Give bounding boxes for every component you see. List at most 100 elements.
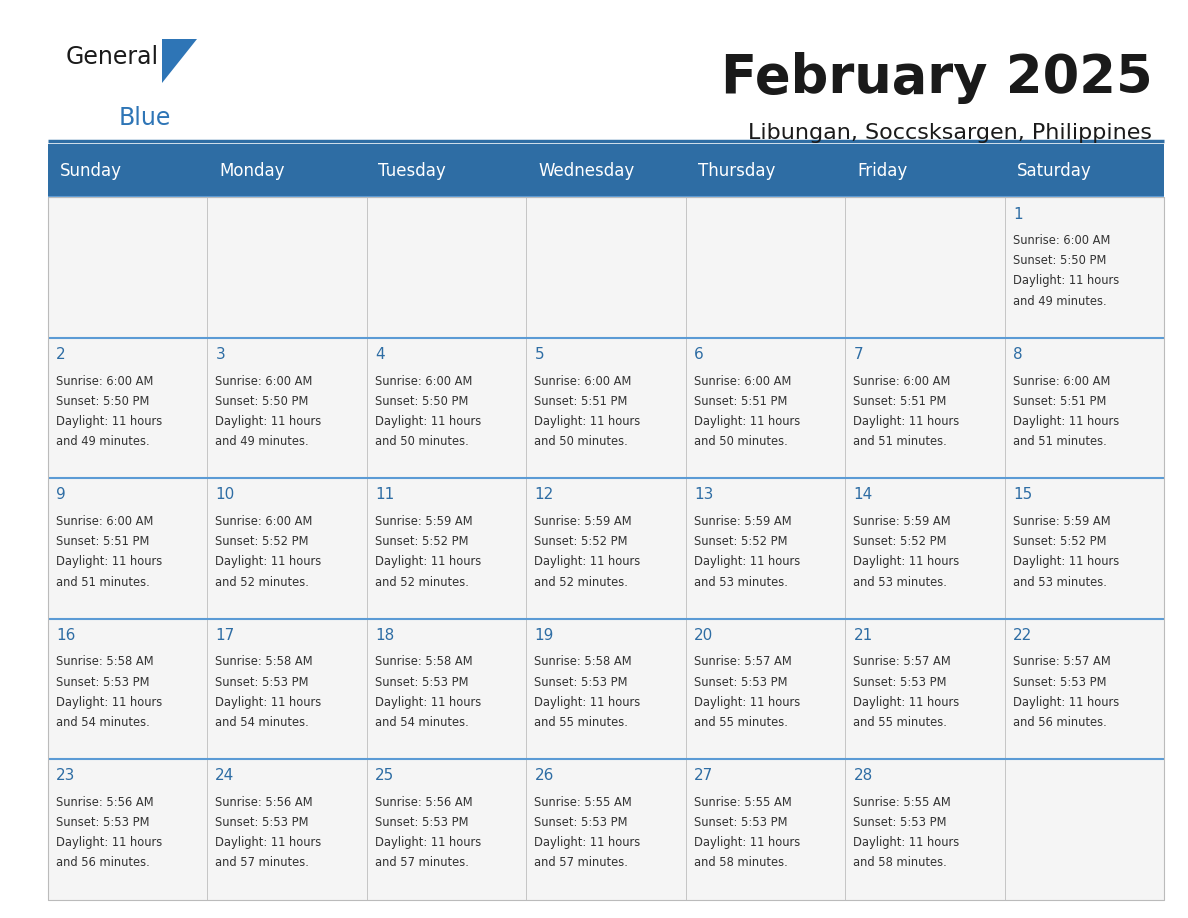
- Text: 16: 16: [56, 628, 75, 643]
- Bar: [367, 338, 526, 478]
- Bar: [207, 338, 367, 478]
- Bar: [1005, 619, 1164, 759]
- Text: Sunrise: 6:00 AM: Sunrise: 6:00 AM: [215, 375, 312, 387]
- Bar: [526, 619, 685, 759]
- Text: Daylight: 11 hours: Daylight: 11 hours: [1013, 555, 1119, 568]
- Text: Sunset: 5:53 PM: Sunset: 5:53 PM: [215, 816, 309, 829]
- Text: and 50 minutes.: and 50 minutes.: [535, 435, 628, 448]
- Text: and 58 minutes.: and 58 minutes.: [694, 856, 788, 869]
- Text: Daylight: 11 hours: Daylight: 11 hours: [1013, 415, 1119, 428]
- Text: Sunrise: 5:55 AM: Sunrise: 5:55 AM: [853, 796, 952, 809]
- Bar: [367, 759, 526, 900]
- Text: Sunset: 5:50 PM: Sunset: 5:50 PM: [375, 395, 468, 408]
- Bar: [48, 478, 207, 619]
- Text: Monday: Monday: [219, 162, 284, 180]
- Text: 12: 12: [535, 487, 554, 502]
- Text: Daylight: 11 hours: Daylight: 11 hours: [56, 696, 162, 709]
- Bar: [48, 338, 207, 478]
- Bar: [48, 197, 207, 338]
- Text: Sunset: 5:53 PM: Sunset: 5:53 PM: [535, 816, 628, 829]
- Text: Sunrise: 5:59 AM: Sunrise: 5:59 AM: [375, 515, 473, 528]
- Text: and 50 minutes.: and 50 minutes.: [694, 435, 788, 448]
- Text: 28: 28: [853, 768, 873, 783]
- Text: Saturday: Saturday: [1017, 162, 1092, 180]
- Bar: [845, 619, 1005, 759]
- Text: Sunrise: 5:59 AM: Sunrise: 5:59 AM: [694, 515, 791, 528]
- Text: Daylight: 11 hours: Daylight: 11 hours: [215, 836, 322, 849]
- Text: Sunrise: 5:56 AM: Sunrise: 5:56 AM: [56, 796, 153, 809]
- Bar: [207, 619, 367, 759]
- Text: Sunrise: 5:59 AM: Sunrise: 5:59 AM: [853, 515, 952, 528]
- Text: and 56 minutes.: and 56 minutes.: [56, 856, 150, 869]
- Bar: [685, 478, 845, 619]
- Bar: [207, 478, 367, 619]
- Text: Wednesday: Wednesday: [538, 162, 634, 180]
- Text: Daylight: 11 hours: Daylight: 11 hours: [375, 836, 481, 849]
- Text: Daylight: 11 hours: Daylight: 11 hours: [215, 415, 322, 428]
- Text: and 58 minutes.: and 58 minutes.: [853, 856, 947, 869]
- Bar: [1005, 338, 1164, 478]
- Text: and 49 minutes.: and 49 minutes.: [1013, 295, 1107, 308]
- Bar: [845, 197, 1005, 338]
- Text: Sunset: 5:53 PM: Sunset: 5:53 PM: [694, 816, 788, 829]
- Text: Sunrise: 6:00 AM: Sunrise: 6:00 AM: [853, 375, 950, 387]
- Text: Sunset: 5:52 PM: Sunset: 5:52 PM: [1013, 535, 1106, 548]
- Text: Sunset: 5:53 PM: Sunset: 5:53 PM: [1013, 676, 1106, 688]
- Bar: [845, 478, 1005, 619]
- Text: and 52 minutes.: and 52 minutes.: [215, 576, 309, 588]
- Bar: [526, 759, 685, 900]
- Text: 24: 24: [215, 768, 234, 783]
- Text: 25: 25: [375, 768, 394, 783]
- Text: and 50 minutes.: and 50 minutes.: [375, 435, 468, 448]
- Text: 14: 14: [853, 487, 873, 502]
- Text: February 2025: February 2025: [721, 52, 1152, 104]
- Text: Sunrise: 5:57 AM: Sunrise: 5:57 AM: [694, 655, 791, 668]
- Text: 4: 4: [375, 347, 385, 362]
- Text: Sunset: 5:53 PM: Sunset: 5:53 PM: [853, 816, 947, 829]
- Text: Sunset: 5:52 PM: Sunset: 5:52 PM: [375, 535, 468, 548]
- Bar: [207, 759, 367, 900]
- Text: Daylight: 11 hours: Daylight: 11 hours: [853, 836, 960, 849]
- Text: Daylight: 11 hours: Daylight: 11 hours: [853, 415, 960, 428]
- Text: Sunset: 5:52 PM: Sunset: 5:52 PM: [215, 535, 309, 548]
- Bar: [1005, 197, 1164, 338]
- Text: and 57 minutes.: and 57 minutes.: [375, 856, 469, 869]
- Text: and 54 minutes.: and 54 minutes.: [56, 716, 150, 729]
- Text: Sunset: 5:53 PM: Sunset: 5:53 PM: [853, 676, 947, 688]
- Text: Sunrise: 6:00 AM: Sunrise: 6:00 AM: [56, 515, 153, 528]
- Text: Daylight: 11 hours: Daylight: 11 hours: [853, 555, 960, 568]
- Text: 1: 1: [1013, 207, 1023, 221]
- Polygon shape: [162, 39, 197, 83]
- Text: Sunrise: 5:58 AM: Sunrise: 5:58 AM: [535, 655, 632, 668]
- Text: 19: 19: [535, 628, 554, 643]
- Bar: [367, 619, 526, 759]
- Text: Daylight: 11 hours: Daylight: 11 hours: [1013, 274, 1119, 287]
- Text: 15: 15: [1013, 487, 1032, 502]
- Text: Sunset: 5:51 PM: Sunset: 5:51 PM: [694, 395, 788, 408]
- Text: Sunset: 5:53 PM: Sunset: 5:53 PM: [215, 676, 309, 688]
- Text: Sunset: 5:51 PM: Sunset: 5:51 PM: [853, 395, 947, 408]
- Text: Tuesday: Tuesday: [379, 162, 447, 180]
- Text: 26: 26: [535, 768, 554, 783]
- Text: and 51 minutes.: and 51 minutes.: [1013, 435, 1107, 448]
- Text: Sunrise: 6:00 AM: Sunrise: 6:00 AM: [56, 375, 153, 387]
- Text: 21: 21: [853, 628, 873, 643]
- Text: Sunset: 5:53 PM: Sunset: 5:53 PM: [375, 676, 468, 688]
- Text: 2: 2: [56, 347, 65, 362]
- Text: Sunrise: 6:00 AM: Sunrise: 6:00 AM: [535, 375, 632, 387]
- Text: and 56 minutes.: and 56 minutes.: [1013, 716, 1107, 729]
- Bar: [526, 197, 685, 338]
- Text: Sunrise: 5:57 AM: Sunrise: 5:57 AM: [1013, 655, 1111, 668]
- Text: and 52 minutes.: and 52 minutes.: [375, 576, 469, 588]
- Text: Sunrise: 6:00 AM: Sunrise: 6:00 AM: [1013, 375, 1111, 387]
- Text: Daylight: 11 hours: Daylight: 11 hours: [535, 415, 640, 428]
- Text: Sunrise: 5:55 AM: Sunrise: 5:55 AM: [535, 796, 632, 809]
- Text: and 57 minutes.: and 57 minutes.: [215, 856, 309, 869]
- Text: Daylight: 11 hours: Daylight: 11 hours: [56, 415, 162, 428]
- Text: Sunrise: 6:00 AM: Sunrise: 6:00 AM: [215, 515, 312, 528]
- Text: Daylight: 11 hours: Daylight: 11 hours: [535, 836, 640, 849]
- Text: Sunrise: 5:58 AM: Sunrise: 5:58 AM: [56, 655, 153, 668]
- Text: and 54 minutes.: and 54 minutes.: [375, 716, 468, 729]
- Bar: [845, 338, 1005, 478]
- Bar: [367, 478, 526, 619]
